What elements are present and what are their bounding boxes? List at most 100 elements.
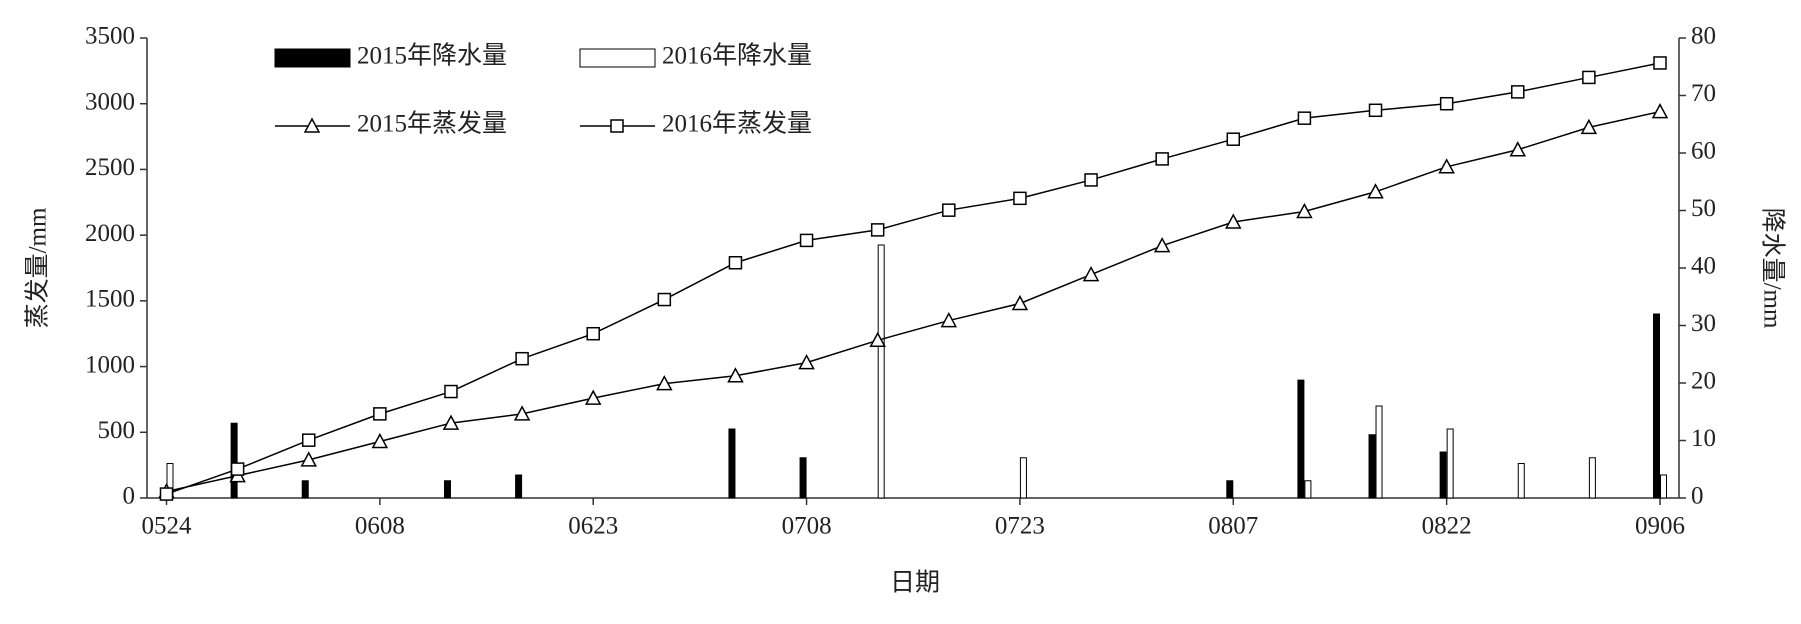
point [373, 407, 387, 421]
y2-tick-label: 70 [1691, 80, 1716, 107]
point [1226, 132, 1241, 146]
point [1082, 265, 1100, 282]
point [1651, 103, 1669, 119]
point [1155, 152, 1169, 166]
y-tick-label: 3500 [85, 23, 135, 50]
bar [799, 457, 807, 499]
legend-marker [303, 117, 321, 133]
point [728, 255, 743, 270]
point [1296, 202, 1313, 219]
y-tick-label: 1000 [85, 351, 135, 378]
point [159, 487, 174, 501]
point [1367, 183, 1384, 199]
bar [1588, 457, 1596, 499]
bar [1446, 428, 1454, 499]
point [515, 351, 529, 366]
y2-tick-label: 40 [1691, 253, 1716, 280]
point [1580, 118, 1598, 135]
point [1368, 103, 1383, 118]
legend-marker [610, 119, 624, 133]
bar [1368, 434, 1376, 499]
bar [1019, 457, 1027, 499]
bar [1375, 405, 1383, 499]
point [1511, 85, 1525, 99]
bar [1439, 451, 1447, 499]
point [301, 433, 316, 447]
x-tick-label: 0708 [782, 513, 832, 540]
point [940, 311, 958, 328]
line [166, 110, 1661, 493]
bar [1226, 480, 1234, 499]
point [1084, 173, 1098, 187]
x-tick-label: 0906 [1635, 513, 1685, 540]
y-tick-label: 2000 [85, 220, 135, 247]
x-tick-label: 0524 [142, 513, 193, 540]
x-tick-label: 0807 [1208, 513, 1258, 540]
y-tick-label: 1500 [85, 286, 135, 313]
point [727, 367, 744, 383]
point [230, 462, 245, 476]
bar [1517, 463, 1525, 499]
line [166, 62, 1661, 495]
bar [443, 480, 451, 499]
x-tick-label: 0822 [1422, 513, 1472, 540]
bar [1653, 313, 1660, 499]
y2-tick-label: 50 [1691, 195, 1716, 222]
point [1509, 141, 1527, 157]
point [869, 331, 886, 348]
bar [877, 244, 885, 499]
x-tick-label: 0608 [355, 513, 405, 540]
bar [728, 428, 736, 499]
point [1153, 237, 1171, 253]
y2-tick-label: 30 [1691, 310, 1716, 337]
y2-tick-label: 10 [1691, 425, 1716, 452]
point [798, 354, 815, 370]
y-axis-title: 蒸发量/mm [24, 207, 52, 328]
y2-tick-label: 20 [1691, 368, 1716, 395]
y2-tick-label: 80 [1691, 23, 1716, 50]
point [1011, 294, 1029, 311]
bar [1660, 474, 1667, 499]
point [586, 326, 600, 341]
bar [1304, 480, 1312, 499]
point [1013, 191, 1027, 206]
y-tick-label: 500 [98, 417, 136, 444]
point [1653, 56, 1667, 70]
point [584, 389, 602, 405]
point [656, 375, 673, 391]
point [1438, 158, 1455, 174]
point [442, 414, 460, 430]
point [1225, 213, 1242, 229]
point [1297, 111, 1312, 125]
point [371, 432, 389, 449]
bar [230, 422, 238, 499]
legend-swatch [274, 48, 351, 68]
legend-label: 2015年降水量 [357, 42, 507, 70]
y2-axis-title: 降水量/mm [1758, 208, 1786, 329]
bar [515, 474, 523, 499]
y-tick-label: 3000 [85, 88, 135, 115]
point [799, 233, 814, 248]
y-tick-label: 0 [123, 483, 136, 510]
y2-tick-label: 60 [1691, 138, 1716, 165]
point [942, 203, 956, 217]
legend-label: 2016年蒸发量 [662, 110, 812, 138]
point [1439, 96, 1454, 111]
point [444, 384, 458, 399]
x-axis-title: 日期 [890, 570, 940, 597]
legend-label: 2016年降水量 [662, 42, 812, 70]
x-tick-label: 0723 [995, 513, 1045, 540]
point [1582, 70, 1596, 85]
point [870, 223, 885, 237]
legend-label: 2015年蒸发量 [357, 110, 507, 138]
point [513, 405, 531, 421]
point [300, 451, 317, 467]
point [657, 292, 672, 307]
y-tick-label: 2500 [85, 154, 135, 181]
x-tick-label: 0623 [568, 513, 618, 540]
y2-tick-label: 0 [1691, 483, 1704, 510]
bar [1297, 379, 1305, 499]
legend-swatch [579, 48, 656, 68]
bar [301, 480, 309, 499]
